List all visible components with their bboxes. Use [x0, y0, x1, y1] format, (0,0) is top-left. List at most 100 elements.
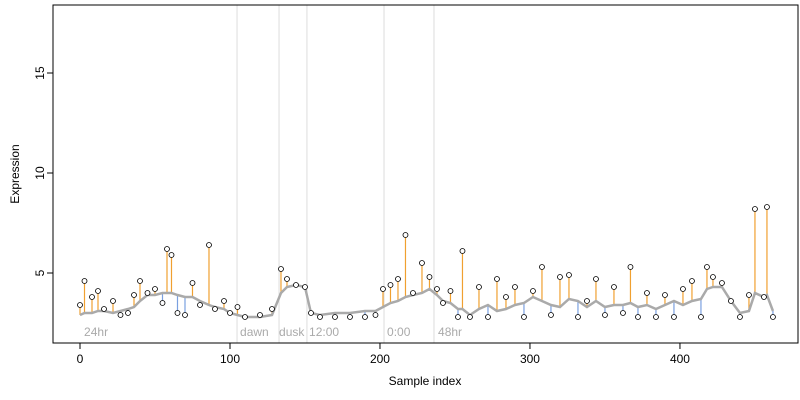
point: [197, 302, 203, 308]
point: [548, 312, 554, 318]
point: [159, 300, 166, 306]
point: [611, 284, 617, 290]
annotation: 48hr: [438, 325, 462, 339]
plot-frame: [52, 4, 799, 344]
point: [710, 274, 716, 280]
point: [761, 294, 767, 300]
point: [467, 314, 473, 320]
point: [566, 272, 572, 278]
point: [557, 274, 563, 280]
point: [278, 266, 284, 272]
point: [308, 310, 314, 316]
point: [302, 284, 308, 290]
point: [221, 298, 227, 304]
point: [347, 314, 353, 320]
annotation: 12:00: [309, 325, 339, 339]
point: [234, 304, 241, 310]
annotation: 0:00: [387, 325, 411, 339]
point: [81, 278, 88, 284]
y-axis-label: Expression: [8, 144, 22, 203]
point: [455, 314, 461, 320]
point: [164, 246, 170, 252]
point: [101, 306, 107, 312]
point: [521, 314, 527, 320]
annotation: dusk: [279, 325, 305, 339]
point: [317, 314, 323, 320]
point: [602, 312, 608, 318]
point: [212, 306, 218, 312]
point: [257, 312, 263, 318]
point: [242, 314, 248, 320]
point: [447, 288, 454, 294]
point: [662, 292, 668, 298]
point: [168, 252, 175, 258]
point: [627, 264, 634, 270]
x-tick-label: 200: [370, 352, 390, 366]
point: [152, 286, 158, 292]
point: [434, 286, 440, 292]
point: [503, 294, 509, 300]
point: [293, 282, 299, 288]
point: [459, 248, 466, 254]
x-tick-label: 400: [670, 352, 690, 366]
point: [704, 264, 710, 270]
point: [269, 306, 275, 312]
point: [764, 204, 770, 210]
point: [671, 314, 677, 320]
point: [770, 314, 776, 320]
point: [593, 276, 599, 282]
point: [95, 288, 101, 294]
point: [476, 284, 482, 290]
y-tick-label: 5: [33, 269, 47, 276]
point: [131, 292, 137, 298]
annotation: dawn: [240, 325, 269, 339]
point: [410, 290, 416, 296]
point: [746, 292, 752, 298]
point: [485, 314, 491, 320]
y-tick-label: 10: [33, 166, 47, 180]
point: [620, 310, 626, 316]
point: [125, 310, 131, 316]
point: [752, 206, 758, 212]
point: [680, 286, 686, 292]
point: [719, 280, 725, 286]
point: [362, 314, 368, 320]
y-tick-label: 15: [33, 66, 47, 80]
point: [137, 278, 143, 284]
point: [419, 260, 425, 266]
point: [182, 312, 188, 318]
point: [117, 312, 124, 318]
point: [284, 276, 290, 282]
point: [206, 242, 212, 248]
point: [227, 310, 233, 316]
point: [332, 314, 338, 320]
point: [494, 276, 500, 282]
point: [380, 286, 386, 292]
point: [512, 284, 518, 290]
point: [89, 294, 95, 300]
point: [653, 314, 659, 320]
point: [402, 232, 409, 238]
x-axis-label: Sample index: [389, 374, 462, 388]
point: [189, 280, 196, 286]
x-tick-label: 300: [520, 352, 540, 366]
point: [387, 282, 394, 288]
point: [77, 302, 83, 308]
point: [426, 274, 433, 280]
point: [144, 290, 151, 296]
point: [584, 298, 590, 304]
point: [689, 278, 695, 284]
point: [698, 314, 704, 320]
point: [372, 312, 379, 318]
annotation: 24hr: [84, 325, 108, 339]
point: [575, 314, 581, 320]
x-tick-label: 0: [77, 352, 84, 366]
point: [737, 314, 743, 320]
point: [110, 298, 116, 304]
point: [530, 288, 536, 294]
x-tick-label: 100: [220, 352, 240, 366]
point: [539, 264, 545, 270]
point: [635, 314, 641, 320]
